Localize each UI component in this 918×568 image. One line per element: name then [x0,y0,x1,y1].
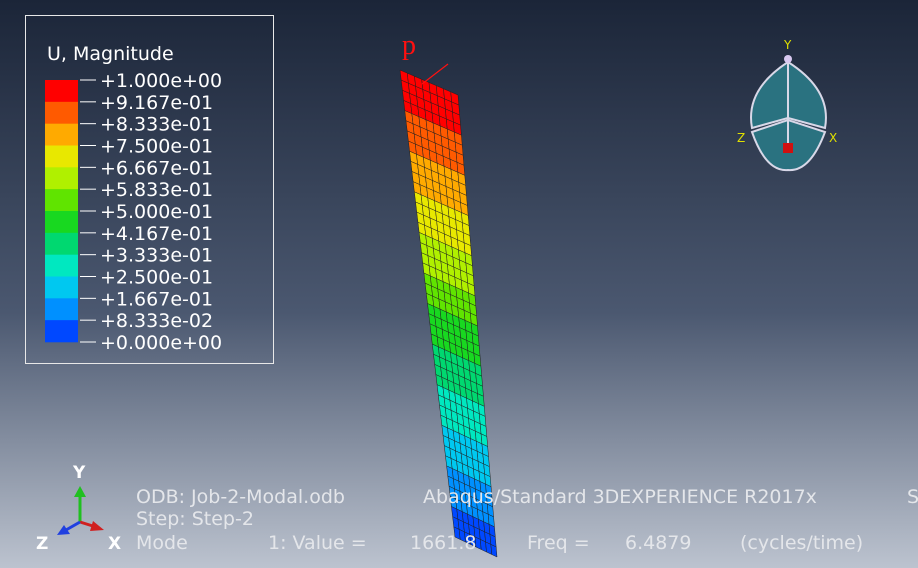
legend-swatch [45,277,78,299]
legend: +1.000e+00+9.167e-01+8.333e-01+7.500e-01… [45,70,222,354]
legend-swatch [45,233,78,255]
triad-y: Y [72,463,86,483]
legend-swatch [45,211,78,233]
triad-z: Z [36,534,48,554]
page: U, Magnitude +1.000e+00+9.167e-01+8.333e… [0,0,918,568]
triad-x: X [829,131,837,145]
legend-label: +3.333e-01 [100,245,213,267]
value: 1661.8 [410,532,476,554]
product: Abaqus/Standard 3DEXPERIENCE R2017x [423,486,817,508]
legend-label: +8.333e-02 [100,310,213,332]
legend-swatch [45,320,78,342]
triad-y: Y [783,38,792,52]
legend-label: +7.500e-01 [100,136,213,158]
legend-label: +1.000e+00 [100,70,222,92]
step: Step: Step-2 [136,508,254,530]
freq-unit: (cycles/time) [740,532,863,554]
legend-label: +5.000e-01 [100,201,213,223]
odb: ODB: Job-2-Modal.odb [136,486,345,508]
triad-dot [784,55,792,63]
triad-x: X [108,534,121,554]
legend-swatch [45,80,78,102]
legend-label: +2.500e-01 [100,267,213,289]
legend-swatch [45,102,78,124]
legend-label: +6.667e-01 [100,157,213,179]
cut-text: S [907,486,918,508]
freq-label: Freq = [527,532,590,554]
legend-swatch [45,255,78,277]
triad-z: Z [737,131,745,145]
legend-swatch [45,124,78,146]
viewport: U, Magnitude +1.000e+00+9.167e-01+8.333e… [0,0,918,568]
legend-swatch [45,146,78,168]
legend-label: +8.333e-01 [100,114,213,136]
legend-label: +9.167e-01 [100,92,213,114]
annotation: p [402,30,416,61]
freq: 6.4879 [625,532,691,554]
legend-swatch [45,167,78,189]
triad-origin [783,143,793,153]
legend-title: U, Magnitude [47,43,174,65]
legend-label: +1.667e-01 [100,288,213,310]
legend-label: +5.833e-01 [100,179,213,201]
legend-label: +4.167e-01 [100,223,213,245]
mode: Mode [136,532,188,554]
legend-label: +0.000e+00 [100,332,222,354]
legend-swatch [45,298,78,320]
legend-swatch [45,189,78,211]
value-label: 1: Value = [268,532,367,554]
